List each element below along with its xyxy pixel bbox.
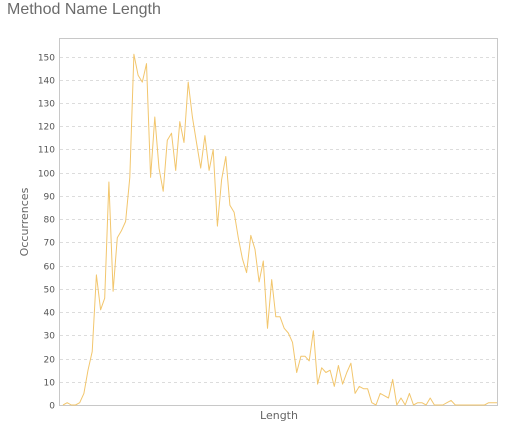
y-tick-label: 90 [44,193,56,203]
y-tick-label: 20 [44,356,56,366]
y-tick-label: 10 [44,379,56,389]
x-axis-label: Length [260,409,298,422]
y-tick-label: 100 [38,170,55,180]
y-tick-label: 150 [38,54,55,64]
y-tick-label: 70 [44,239,56,249]
chart-title: Method Name Length [7,1,161,18]
y-tick-labels: 0 10 20 30 40 50 60 70 80 90 100 110 120 130 140 150 [38,54,55,412]
y-tick-label: 60 [44,263,56,273]
y-tick-label: 40 [44,309,56,319]
y-tick-label: 50 [44,286,56,296]
plot-frame [59,38,498,406]
y-tick-label: 140 [38,77,55,87]
y-tick-label: 130 [38,100,55,110]
y-tick-label: 0 [49,402,55,412]
grid-lines [60,57,497,383]
series-line [62,53,497,406]
y-tick-label: 120 [38,123,55,133]
y-tick-label: 80 [44,216,56,226]
y-axis-label: Occurrences [18,187,31,256]
y-tick-label: 110 [38,146,55,156]
y-tick-label: 30 [44,332,56,342]
